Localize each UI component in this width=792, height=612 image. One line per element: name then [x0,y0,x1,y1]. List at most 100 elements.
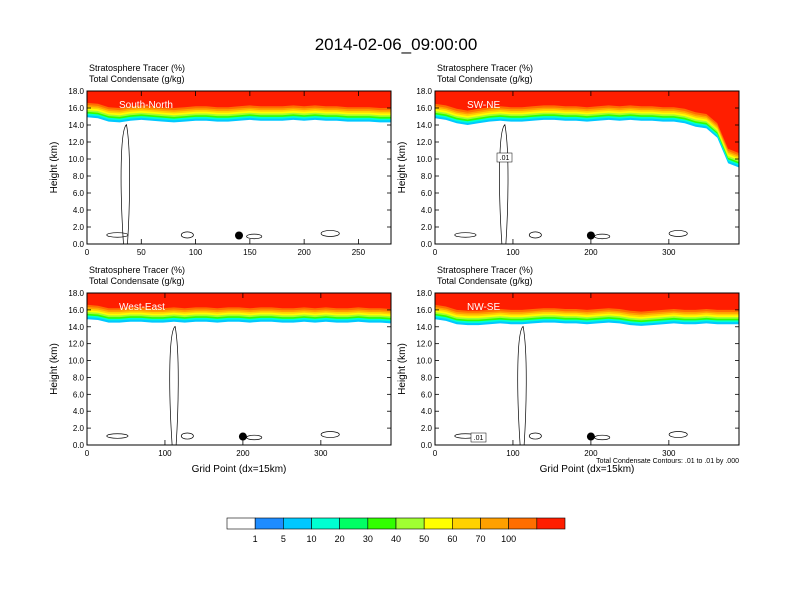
colorbar-label: 60 [447,534,457,544]
y-tick-label: 6.0 [73,390,85,399]
condensate-contour [180,231,194,239]
colorbar: 1 5 10 20 30 40 50 60 70 100 [226,517,566,544]
colorbar-swatch [423,517,453,530]
contour-label-box [470,432,487,443]
panel-3: Stratosphere Tracer (%)Total Condensate … [49,265,392,475]
panel-header-line: Total Condensate (g/kg) [89,74,185,84]
y-tick-label: 8.0 [421,172,433,181]
x-tick-label: 100 [158,449,172,458]
y-axis-label: Height (km) [397,343,408,395]
x-tick-label: 300 [662,248,676,257]
y-tick-label: 2.0 [421,424,433,433]
location-marker [235,231,243,240]
colorbar-swatch [452,517,481,530]
y-tick-label: 18.0 [68,289,84,298]
panel-header-line: Stratosphere Tracer (%) [437,63,533,73]
condensate-column [169,325,179,446]
x-tick-label: 50 [137,248,146,257]
tracer-band [435,293,739,312]
colorbar-swatch [395,517,425,530]
y-tick-label: 0.0 [421,441,433,450]
y-tick-label: 16.0 [416,306,432,315]
y-tick-label: 2.0 [73,424,85,433]
panel-4: Stratosphere Tracer (%) Total Condensate … [397,265,740,475]
plot-frame [86,90,392,245]
panel-header-line: Total Condensate (g/kg) [89,276,185,286]
contour-note: Total Condensate Contours: .01 to .01 by… [596,458,739,465]
x-tick-label: 200 [584,248,598,257]
condensate-contour [668,431,688,438]
panel-header-line: Stratosphere Tracer (%) [89,265,185,275]
panel-header-line: Stratosphere Tracer (%) [89,63,185,73]
y-tick-label: 18.0 [416,289,432,298]
y-tick-label: 8.0 [73,373,85,382]
x-tick-label: 100 [506,449,520,458]
y-tick-label: 4.0 [421,206,433,215]
panel-2: Stratosphere Tracer (%)Total Condensate … [397,63,740,257]
contour-label: .01 [500,155,510,162]
y-tick-label: 8.0 [421,373,433,382]
y-tick-label: 6.0 [73,189,85,198]
condensate-contour [668,230,688,237]
y-tick-label: 2.0 [421,223,433,232]
x-tick-label: 300 [662,449,676,458]
y-tick-label: 18.0 [68,87,84,96]
x-tick-label: 100 [189,248,203,257]
y-tick-label: 6.0 [421,189,433,198]
panel-label: SW-NE [467,100,500,111]
colorbar-label: 70 [475,534,485,544]
y-tick-label: 4.0 [73,407,85,416]
x-tick-label: 100 [506,248,520,257]
x-tick-label: 200 [584,449,598,458]
condensate-contour [106,433,129,439]
panel-label: West-East [119,302,165,313]
condensate-contour [180,432,194,440]
y-tick-label: 14.0 [68,121,84,130]
x-tick-label: 0 [85,449,90,458]
condensate-column [120,124,130,245]
panel-header-line: Stratosphere Tracer (%) [437,265,533,275]
y-tick-label: 18.0 [416,87,432,96]
y-axis-label: Height (km) [49,343,60,395]
colorbar-swatch [480,517,509,530]
condensate-column [517,325,527,446]
colorbar-swatch [311,517,340,530]
panel-label: NW-SE [467,302,500,313]
x-tick-label: 250 [352,248,366,257]
contour-label-box [496,152,513,163]
panel-label: South-North [119,100,173,111]
colorbar-label: 20 [335,534,345,544]
x-tick-label: 0 [85,248,90,257]
y-tick-label: 16.0 [68,306,84,315]
colorbar-label: 5 [281,534,286,544]
colorbar-swatch [226,517,256,530]
x-tick-label: 200 [236,449,250,458]
location-marker [586,231,595,240]
y-tick-label: 10.0 [68,155,84,164]
y-tick-label: 8.0 [73,172,85,181]
colorbar-label: 1 [253,534,258,544]
condensate-contour [454,232,477,238]
y-tick-label: 10.0 [416,357,432,366]
panels-group: Stratosphere Tracer (%)Total Condensate … [49,63,740,475]
y-tick-label: 12.0 [416,340,432,349]
location-marker [238,432,247,441]
y-tick-label: 14.0 [68,323,84,332]
x-tick-label: 0 [433,449,438,458]
colorbar-label: 40 [391,534,401,544]
y-tick-label: 12.0 [68,340,84,349]
y-tick-label: 0.0 [421,240,433,249]
colorbar-label: 10 [306,534,316,544]
colorbar-label: 30 [363,534,373,544]
x-axis-label: Grid Point (dx=15km) [540,464,635,475]
contour-label: .01 [474,435,484,442]
colorbar-swatch [283,517,312,530]
x-tick-label: 200 [297,248,311,257]
panel-1: Stratosphere Tracer (%)Total Condensate … [49,63,392,257]
tracer-band [435,91,739,154]
y-tick-label: 12.0 [68,138,84,147]
y-tick-label: 10.0 [68,357,84,366]
colorbar-swatch [508,517,538,530]
y-tick-label: 4.0 [421,407,433,416]
